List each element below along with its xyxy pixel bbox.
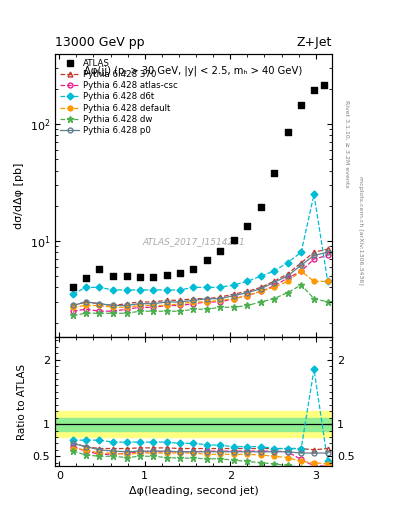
Point: [164, 271, 170, 279]
Point: [124, 272, 130, 280]
Point: [271, 169, 277, 177]
Y-axis label: Ratio to ATLAS: Ratio to ATLAS: [17, 364, 27, 440]
Text: Rivet 3.1.10, ≥ 3.2M events: Rivet 3.1.10, ≥ 3.2M events: [344, 99, 349, 187]
Point: [231, 236, 237, 244]
Text: mcplots.cern.ch [arXiv:1306.3436]: mcplots.cern.ch [arXiv:1306.3436]: [358, 176, 363, 285]
Point: [217, 247, 223, 255]
Point: [204, 257, 210, 265]
Text: Δφ(jj) (pₜ > 30 GeV, |y| < 2.5, mₕ > 40 GeV): Δφ(jj) (pₜ > 30 GeV, |y| < 2.5, mₕ > 40 …: [84, 65, 303, 76]
Point: [311, 86, 317, 94]
Text: ATLAS_2017_I1514251: ATLAS_2017_I1514251: [142, 238, 245, 246]
Bar: [55, 411, 332, 437]
Point: [110, 272, 116, 280]
Legend: ATLAS, Pythia 6.428 370, Pythia 6.428 atlas-csc, Pythia 6.428 d6t, Pythia 6.428 : ATLAS, Pythia 6.428 370, Pythia 6.428 at…: [59, 57, 179, 137]
Text: 13000 GeV pp: 13000 GeV pp: [55, 36, 145, 49]
Point: [258, 203, 264, 211]
Bar: [55, 418, 332, 431]
Point: [136, 273, 143, 281]
Point: [244, 222, 250, 230]
Point: [70, 283, 76, 291]
Point: [83, 274, 89, 282]
Point: [321, 81, 327, 90]
Point: [177, 269, 183, 277]
Point: [150, 273, 156, 281]
Text: Z+Jet: Z+Jet: [297, 36, 332, 49]
Point: [190, 264, 196, 272]
Y-axis label: dσ/dΔφ [pb]: dσ/dΔφ [pb]: [14, 162, 24, 229]
X-axis label: Δφ(leading, second jet): Δφ(leading, second jet): [129, 486, 259, 496]
Point: [96, 264, 103, 272]
Point: [285, 128, 291, 136]
Point: [298, 101, 304, 110]
